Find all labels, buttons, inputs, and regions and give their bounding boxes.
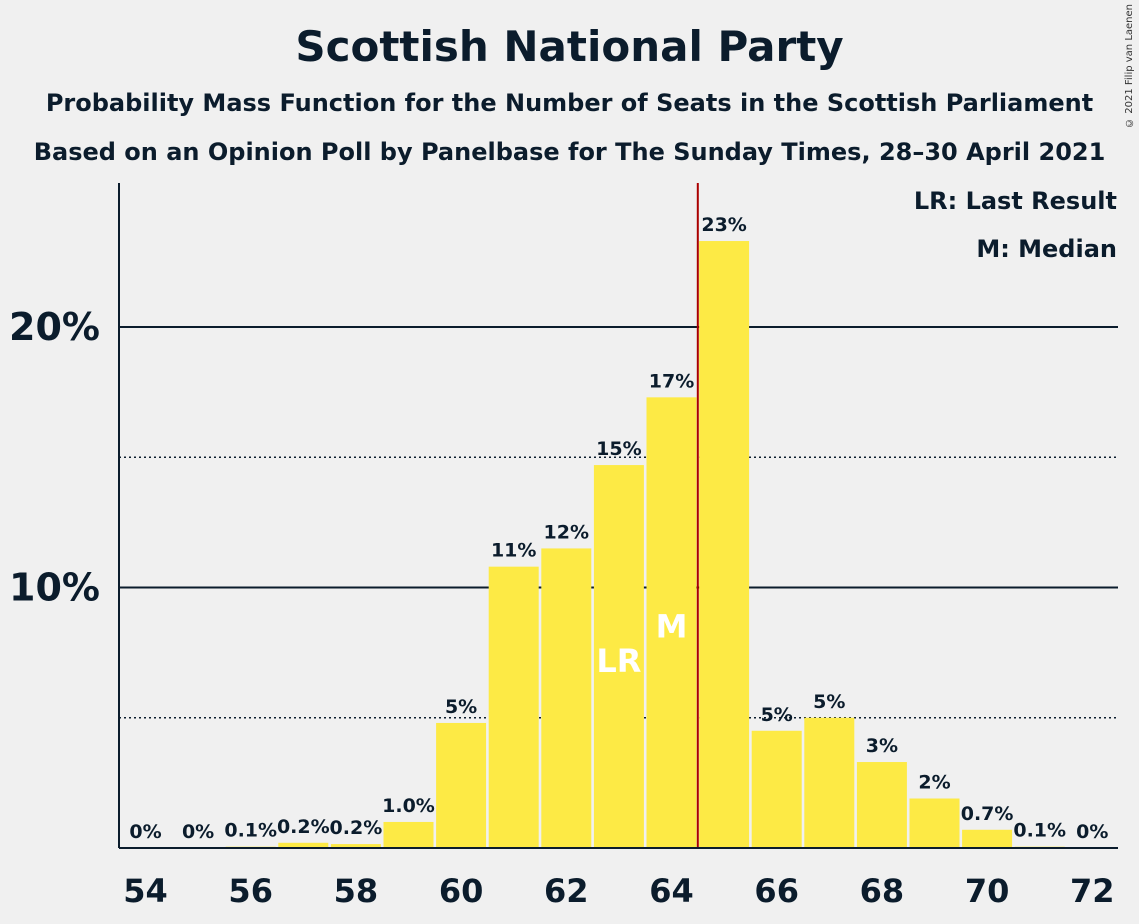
bar-value-label: 5% — [761, 704, 793, 726]
y-tick-label: 10% — [9, 566, 100, 610]
bar-value-label: 0.2% — [277, 816, 330, 838]
bar-value-label: 0% — [182, 821, 214, 843]
bar-69 — [909, 798, 960, 848]
bar-66 — [751, 730, 802, 848]
bar-value-label: 5% — [813, 691, 845, 713]
legend-median: M: Median — [976, 235, 1117, 263]
bar-value-label: 1.0% — [382, 795, 435, 817]
bar-70 — [962, 829, 1013, 848]
bar-57 — [278, 842, 329, 848]
bar-value-label: 17% — [649, 370, 694, 392]
bar-65 — [699, 241, 750, 848]
bar-value-label: 5% — [445, 696, 477, 718]
bar-value-label: 15% — [596, 438, 641, 460]
bar-value-label: 0% — [129, 821, 161, 843]
x-tick-label: 62 — [544, 872, 589, 910]
bar-value-label: 0% — [1076, 821, 1108, 843]
legend-last-result: LR: Last Result — [914, 187, 1117, 215]
bar-value-label: 0.2% — [330, 817, 383, 839]
y-tick-label: 20% — [9, 305, 100, 349]
bar-value-label: 0.1% — [224, 820, 277, 842]
x-tick-label: 70 — [965, 872, 1010, 910]
bar-value-label: 3% — [866, 735, 898, 757]
bar-value-label: 0.7% — [961, 803, 1014, 825]
bar-63 — [593, 465, 644, 848]
bar-value-label: 11% — [491, 540, 536, 562]
chart-source: Based on an Opinion Poll by Panelbase fo… — [33, 138, 1106, 166]
bar-58 — [330, 844, 381, 848]
bar-61 — [488, 566, 539, 848]
bar-67 — [804, 717, 855, 848]
chart-title: Scottish National Party — [295, 22, 844, 71]
x-tick-label: 72 — [1070, 872, 1115, 910]
last-result-marker: LR — [596, 642, 641, 680]
bar-60 — [436, 722, 487, 848]
bar-62 — [541, 548, 592, 848]
x-tick-label: 68 — [860, 872, 905, 910]
bar-value-label: 12% — [544, 521, 589, 543]
bar-59 — [383, 821, 434, 848]
bar-value-label: 2% — [918, 772, 950, 794]
x-tick-label: 56 — [228, 872, 273, 910]
bar-value-label: 0.1% — [1013, 820, 1066, 842]
x-tick-label: 58 — [334, 872, 379, 910]
bar-64 — [646, 397, 697, 848]
x-tick-label: 66 — [754, 872, 799, 910]
chart-subtitle: Probability Mass Function for the Number… — [45, 89, 1094, 117]
x-tick-label: 54 — [123, 872, 168, 910]
x-tick-label: 64 — [649, 872, 694, 910]
bar-68 — [856, 762, 907, 848]
x-tick-label: 60 — [439, 872, 484, 910]
median-marker: M — [656, 607, 688, 645]
bar-value-label: 23% — [701, 214, 746, 236]
